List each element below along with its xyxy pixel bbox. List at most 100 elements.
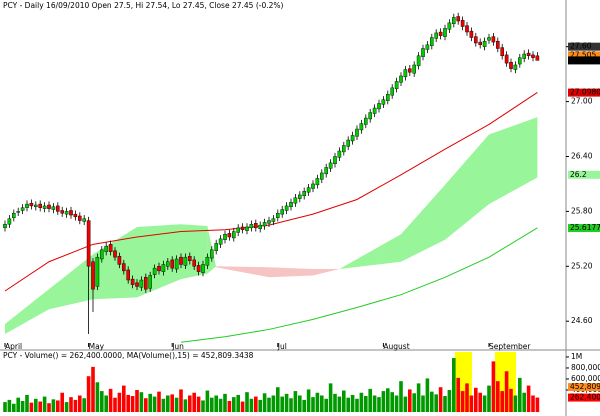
x-tick-label: April [5,342,22,351]
value-box-label: 27.60 [570,42,592,51]
volume-bar [161,398,166,412]
candle-body [443,28,447,37]
volume-bar [368,388,372,412]
volume-bar [16,397,20,412]
volume-bar [91,366,95,412]
volume-bar [491,361,496,412]
candle-body [381,99,386,105]
volume-bar [25,394,29,412]
candle-body [3,224,7,229]
volume-bar [342,390,346,412]
x-tick-label: May [89,342,105,351]
candle-body [271,218,276,222]
candle-body [192,259,197,267]
candle-body [148,275,153,289]
cloud [216,266,269,278]
cloud [5,289,49,335]
volume-bar [315,392,320,412]
volume-bar [218,398,223,412]
volume-bar [157,391,161,412]
candle-body [465,25,469,33]
volume-bar [425,378,430,412]
volume-bar [333,393,337,412]
candle-body [535,55,540,61]
candle-body [364,117,368,125]
x-tick-label: Jul [277,342,287,351]
volume-bar [408,389,412,412]
candle-body [518,57,522,65]
volume-bar [447,389,452,412]
volume-bar [271,395,276,412]
volume-bar [214,395,218,412]
volume-bar [245,392,249,412]
volume-bar [306,389,311,412]
candle-body [320,172,324,180]
candle-body [126,269,130,281]
candle-body [143,277,148,290]
y-tick-label: 25.80 [571,206,593,215]
candle-body [99,249,104,260]
volume-bar [113,397,117,412]
candle-body [289,202,293,208]
volume-bar [526,385,531,412]
volume-bar [205,390,210,412]
volume-bar [166,395,170,412]
candle-body [478,41,483,46]
candle-body [117,256,122,265]
volume-bar [320,395,324,412]
candle-body [311,183,315,189]
y-tick-label: 800,000 [571,363,600,372]
candle-body [416,55,421,67]
volume-bar [298,395,302,412]
x-tick-label: September [489,342,531,351]
volume-bar [144,398,148,412]
volume-bar [456,377,460,412]
volume-bar [267,397,271,412]
candle-body [227,233,232,238]
candle-body [460,19,465,27]
candle-body [38,203,42,208]
cloud [181,224,208,280]
volume-bar [95,382,100,412]
candle-body [73,213,78,218]
candle-body [236,227,241,233]
volume-bar [284,393,289,412]
volume-bar [522,392,526,412]
volume-bar [416,383,421,412]
volume-bar [280,396,284,412]
candle-body [298,194,302,199]
candle-body [315,178,320,186]
candle-body [95,256,100,287]
candle-body [324,167,329,175]
volume-bar [452,358,456,412]
volume-bar [179,389,183,412]
volume-bar [496,381,500,412]
volume-bar [122,385,126,412]
value-box [568,88,600,97]
volume-bar [311,397,315,412]
volume-bar [355,398,359,412]
candle-body [34,204,38,208]
volume-bar [412,393,416,412]
candle-body [456,16,461,22]
volume-bar [394,395,399,412]
volume-bar [236,394,240,412]
candle-body [64,211,69,215]
volume-bar [3,402,7,412]
x-tick-label: August [383,342,409,351]
volume-bar [482,395,487,412]
volume-bar [86,376,91,412]
cloud [489,117,538,205]
candle-body [302,191,307,197]
volume-bar [289,398,293,412]
candle-body [47,204,51,209]
volume-bar [20,400,25,412]
volume-bar [60,392,64,412]
candle-body [258,224,263,229]
candle-body [500,47,505,57]
candle-body [187,256,192,262]
volume-bar [276,387,280,412]
volume-bar [302,399,306,412]
